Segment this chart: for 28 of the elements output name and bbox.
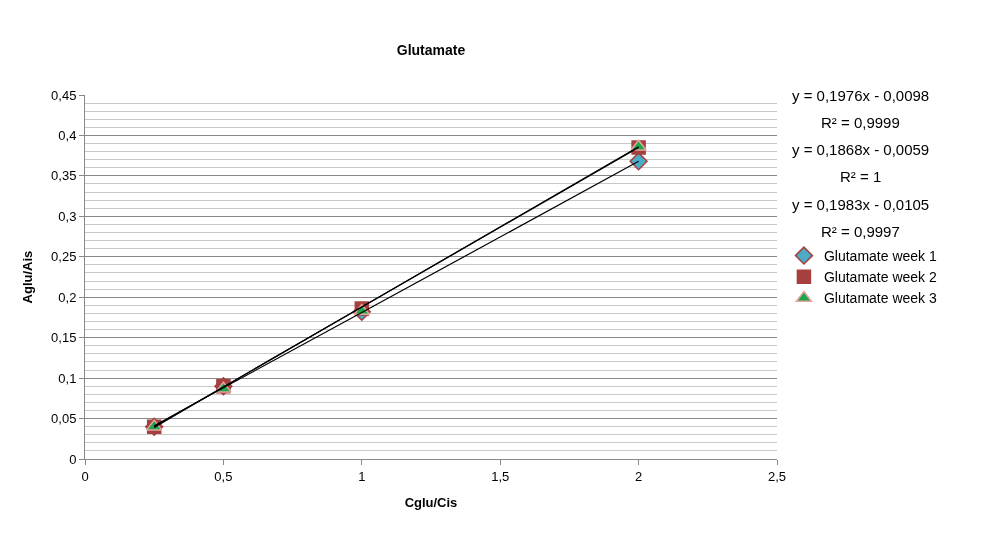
y-tick-label: 0,05 xyxy=(51,411,77,427)
y-tick-label: 0,25 xyxy=(51,249,77,265)
y-tick-label: 0,45 xyxy=(51,87,77,103)
y-tick-label: 0,15 xyxy=(51,330,77,346)
y-tick-label: 0,1 xyxy=(58,370,77,386)
y-tick-label: 0,35 xyxy=(51,168,77,184)
x-tick-label: 2,5 xyxy=(767,468,787,484)
legend-label: Glutamate week 3 xyxy=(823,290,937,307)
x-axis-title: Cglu/Cis xyxy=(404,495,458,511)
text: y = 0,1868x - 0,0059 xyxy=(792,141,930,158)
x-tick-label: 1,5 xyxy=(491,468,510,484)
text: y = 0,1983x - 0,0105 xyxy=(792,196,930,213)
y-tick-label: 0 xyxy=(69,451,77,467)
y-tick-label: 0,2 xyxy=(58,289,77,305)
x-tick-label: 2 xyxy=(634,468,643,484)
text: R² = 0,9999 xyxy=(821,114,900,131)
y-axis-title: Aglu/Ais xyxy=(20,250,36,304)
chart-title: Glutamate xyxy=(396,41,466,58)
x-tick-label: 0,5 xyxy=(214,468,233,484)
x-tick-label: 0 xyxy=(81,468,89,484)
x-tick-label: 1 xyxy=(358,468,366,484)
legend-label: Glutamate week 1 xyxy=(823,248,937,265)
legend-label: Glutamate week 2 xyxy=(823,269,937,286)
y-tick-label: 0,4 xyxy=(58,127,77,143)
text: y = 0,1976x - 0,0098 xyxy=(792,87,930,104)
y-tick-label: 0,3 xyxy=(58,208,77,224)
text: R² = 1 xyxy=(840,168,882,185)
text: R² = 0,9997 xyxy=(821,223,900,240)
